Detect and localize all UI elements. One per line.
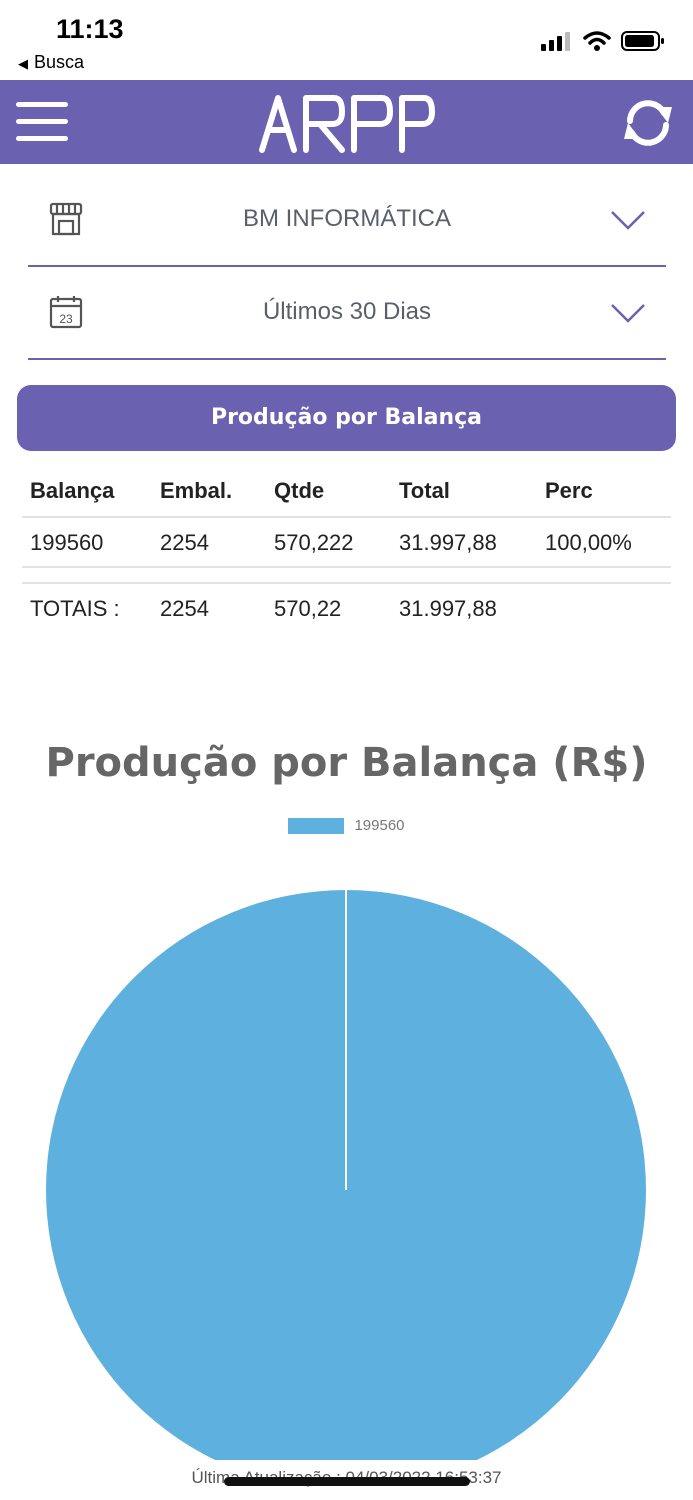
totals-label: TOTAIS :: [30, 596, 120, 621]
company-select-value: BM INFORMÁTICA: [243, 205, 451, 232]
divider: [22, 516, 671, 518]
chart-legend: 199560: [0, 817, 693, 834]
column-header-embal: Embal.: [160, 478, 233, 503]
wifi-icon: [583, 31, 611, 51]
period-select[interactable]: 23 Últimos 30 Dias: [28, 268, 666, 360]
battery-icon: [621, 31, 664, 51]
arpp-logo: [259, 95, 435, 153]
table-row: 199560 2254 570,222 31.997,88 100,00%: [22, 518, 671, 568]
legend-swatch: [288, 817, 345, 834]
back-label: Busca: [34, 52, 85, 72]
app-header: [0, 80, 693, 164]
period-select-value: Últimos 30 Dias: [262, 298, 432, 325]
production-table: Balança Embal. Qtde Total Perc 199560 22…: [22, 466, 671, 621]
status-time: 11:13: [56, 14, 124, 44]
totals-total: 31.997,88: [399, 596, 497, 621]
refresh-icon[interactable]: [620, 97, 676, 149]
cell-embal: 2254: [160, 530, 209, 555]
column-header-perc: Perc: [545, 478, 593, 503]
totals-qtde: 570,22: [274, 596, 342, 621]
legend-label: 199560: [354, 817, 405, 834]
column-header-balanca: Balança: [30, 478, 115, 503]
totals-row: TOTAIS : 2254 570,22 31.997,88: [22, 584, 671, 634]
section-title-bar[interactable]: Produção por Balança: [17, 385, 676, 451]
svg-text:23: 23: [59, 312, 73, 326]
column-header-total: Total: [399, 478, 450, 503]
signal-icon: [541, 32, 570, 51]
back-to-app-link[interactable]: ◀ Busca: [18, 52, 84, 73]
cell-balanca: 199560: [30, 530, 104, 555]
table-header-row: Balança Embal. Qtde Total Perc: [22, 466, 671, 516]
divider: [22, 582, 671, 584]
cell-qtde: 570,222: [274, 530, 354, 555]
status-icons: [541, 30, 665, 52]
divider: [22, 566, 671, 568]
pie-chart: [46, 890, 646, 1460]
calendar-icon: 23: [49, 296, 83, 329]
store-icon: [49, 202, 83, 236]
back-arrow-icon: ◀: [18, 56, 28, 71]
cell-perc: 100,00%: [545, 530, 632, 555]
chevron-down-icon: [611, 304, 645, 323]
totals-embal: 2254: [160, 596, 209, 621]
company-select[interactable]: BM INFORMÁTICA: [28, 175, 666, 267]
column-header-qtde: Qtde: [274, 478, 325, 503]
cell-total: 31.997,88: [399, 530, 497, 555]
chevron-down-icon: [611, 211, 645, 230]
chart-title: Produção por Balança (R$): [45, 740, 648, 786]
home-indicator: [224, 1477, 470, 1486]
hamburger-menu-icon[interactable]: [16, 100, 68, 144]
status-bar: 11:13 ◀ Busca: [0, 0, 693, 80]
